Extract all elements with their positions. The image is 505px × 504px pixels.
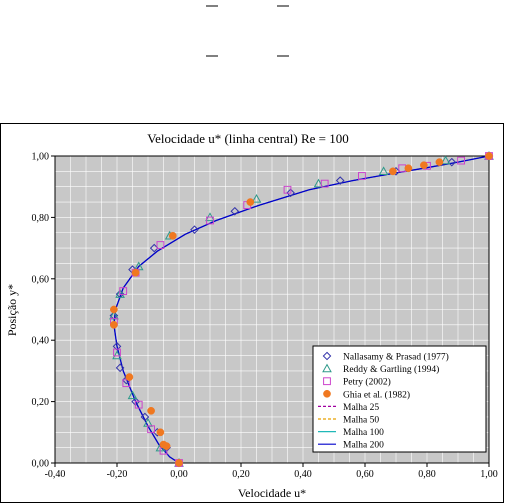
data-point bbox=[131, 268, 140, 277]
legend-label: Malha 25 bbox=[343, 403, 379, 413]
y-tick-label: 0,20 bbox=[32, 397, 50, 408]
data-point bbox=[147, 425, 155, 434]
data-point bbox=[115, 363, 125, 373]
data-point bbox=[122, 379, 131, 388]
data-point bbox=[112, 350, 122, 360]
legend-item: Nallasamy & Prasad (1977) bbox=[322, 351, 449, 363]
legend-item: Malha 100 bbox=[318, 428, 384, 438]
y-tick-label: 0,60 bbox=[32, 274, 50, 285]
data-point bbox=[159, 440, 168, 449]
chart-title: Velocidade u* (linha central) Re = 100 bbox=[147, 131, 349, 146]
data-point bbox=[125, 373, 134, 381]
series-ghia-et-al-1982- bbox=[110, 152, 493, 467]
data-point bbox=[127, 390, 138, 400]
series-line bbox=[113, 155, 490, 464]
legend-marker bbox=[323, 377, 331, 386]
x-tick-label: 0,60 bbox=[356, 469, 374, 480]
data-point bbox=[112, 342, 122, 351]
legend-label: Reddy & Gartling (1994) bbox=[343, 364, 439, 375]
y-tick-label: 0,40 bbox=[32, 336, 50, 347]
x-tick-label: 0,40 bbox=[294, 469, 312, 480]
plot-border bbox=[54, 155, 490, 464]
data-point bbox=[389, 167, 397, 176]
data-point bbox=[168, 231, 177, 240]
x-tick-label: 0,20 bbox=[232, 469, 250, 480]
x-tick-label: 1,00 bbox=[480, 469, 498, 480]
y-tick-label: 0,00 bbox=[32, 459, 50, 470]
x-tick-label: 0,80 bbox=[418, 469, 436, 480]
data-point bbox=[230, 206, 240, 216]
legend-label: Malha 50 bbox=[343, 416, 379, 426]
legend-label: Petry (2002) bbox=[343, 377, 391, 388]
data-point bbox=[246, 198, 255, 206]
data-point bbox=[110, 305, 118, 314]
data-point bbox=[115, 289, 125, 298]
y-tick-label: 1,00 bbox=[32, 152, 50, 163]
legend-label: Nallasamy & Prasad (1977) bbox=[343, 352, 449, 363]
y-tick-label: 0,80 bbox=[32, 213, 50, 224]
data-point bbox=[119, 287, 128, 295]
data-point bbox=[140, 412, 150, 422]
data-point bbox=[113, 348, 121, 357]
data-point bbox=[206, 216, 214, 225]
x-tick-label: -0,20 bbox=[107, 469, 128, 480]
legend-item: Malha 50 bbox=[318, 416, 379, 426]
data-point bbox=[335, 176, 345, 185]
data-point bbox=[435, 158, 444, 166]
data-point bbox=[485, 152, 493, 160]
series-malha-200 bbox=[113, 155, 490, 464]
y-axis-label: Posição y* bbox=[5, 284, 19, 336]
data-point bbox=[283, 185, 292, 194]
x-tick-label: -0,40 bbox=[45, 469, 66, 480]
legend: Nallasamy & Prasad (1977)Reddy & Gartlin… bbox=[312, 345, 487, 453]
legend-label: Ghia et al. (1982) bbox=[343, 389, 410, 400]
legend-marker bbox=[322, 351, 332, 361]
legend-item: Reddy & Gartling (1994) bbox=[322, 363, 439, 375]
data-point bbox=[378, 166, 389, 176]
x-axis-label: Velocidade u* bbox=[238, 486, 306, 500]
data-point bbox=[110, 321, 118, 329]
data-point bbox=[147, 406, 155, 415]
axes: -0,40 -0,20 0,00 0,20 0,40 0,60 0,80 1,00 0,00 0,… bbox=[32, 152, 498, 481]
series-layer bbox=[109, 150, 494, 468]
legend-item: Malha 200 bbox=[318, 441, 384, 451]
data-point bbox=[175, 459, 183, 467]
data-point bbox=[440, 155, 451, 165]
data-point bbox=[320, 179, 329, 188]
data-point bbox=[156, 428, 165, 437]
data-point bbox=[190, 225, 199, 234]
legend-item: Malha 25 bbox=[318, 403, 379, 413]
legend-label: Malha 100 bbox=[343, 428, 384, 438]
data-point bbox=[404, 164, 413, 173]
data-point bbox=[134, 400, 143, 409]
data-point bbox=[251, 193, 262, 203]
legend-marker bbox=[322, 363, 332, 373]
data-point bbox=[447, 157, 457, 167]
legend-box bbox=[312, 345, 487, 453]
grid bbox=[55, 156, 489, 463]
legend-item: Petry (2002) bbox=[323, 377, 391, 388]
data-point bbox=[286, 188, 295, 198]
data-point bbox=[457, 156, 466, 165]
data-point bbox=[358, 172, 366, 180]
legend-marker bbox=[323, 389, 331, 398]
data-point bbox=[313, 178, 324, 188]
data-point bbox=[156, 241, 165, 249]
page-fragment-marks bbox=[206, 5, 289, 57]
data-point bbox=[420, 161, 428, 170]
legend-label: Malha 200 bbox=[343, 441, 384, 451]
legend-item: Ghia et al. (1982) bbox=[323, 389, 410, 400]
x-tick-label: 0,00 bbox=[170, 469, 188, 480]
